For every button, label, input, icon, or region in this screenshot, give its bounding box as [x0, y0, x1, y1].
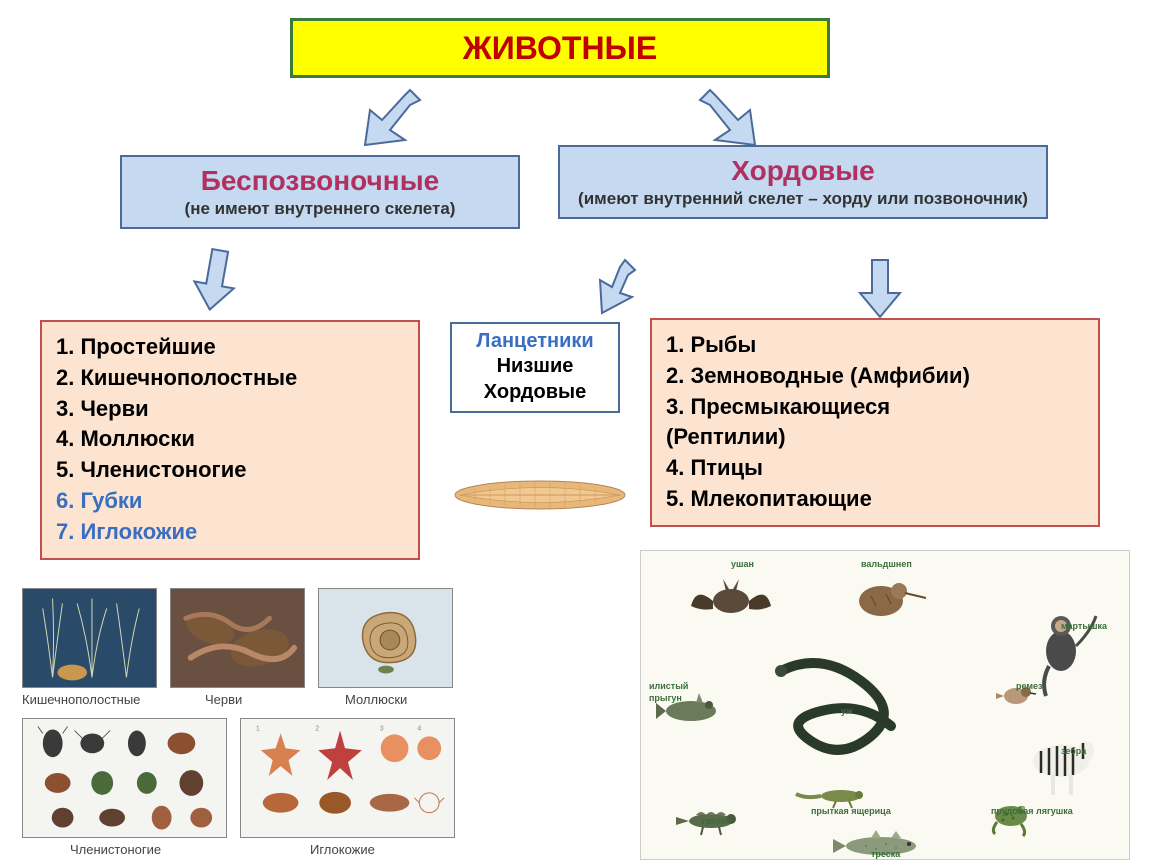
- title-text: ЖИВОТНЫЕ: [463, 30, 657, 67]
- image-mollusks: [318, 588, 453, 688]
- image-worms: [170, 588, 305, 688]
- lancet-box: Ланцетники Низшие Хордовые: [450, 322, 620, 413]
- vertebrate-item-5: 5. Млекопитающие: [666, 484, 1084, 515]
- invertebrate-item-6: 7. Иглокожие: [56, 517, 404, 548]
- title-box: ЖИВОТНЫЕ: [290, 18, 830, 78]
- lancet-line2: Хордовые: [460, 379, 610, 405]
- svg-text:3: 3: [380, 725, 384, 732]
- lancet-illustration: [445, 470, 635, 520]
- animal-label-0: ушан: [731, 559, 754, 569]
- animal-label-3: илистый: [649, 681, 688, 691]
- image-echinoderms: 1 2 3 4: [240, 718, 455, 838]
- label-mollusks: Моллюски: [345, 692, 407, 707]
- label-arthropods: Членистоногие: [70, 842, 161, 857]
- vertebrates-list-box: 1. Рыбы2. Земноводные (Амфибии)3. Пресмы…: [650, 318, 1100, 527]
- invertebrate-item-1: 2. Кишечнополостные: [56, 363, 404, 394]
- invertebrates-header: Беспозвоночные: [138, 165, 502, 197]
- label-worms: Черви: [205, 692, 242, 707]
- arrow-chord-left: [590, 255, 650, 320]
- invertebrate-item-2: 3. Черви: [56, 394, 404, 425]
- animal-label-7: ремез: [1016, 681, 1043, 691]
- vertebrate-item-4: 4. Птицы: [666, 453, 1084, 484]
- invertebrates-list-box: 1. Простейшие2. Кишечнополостные3. Черви…: [40, 320, 420, 560]
- invertebrate-item-4: 5. Членистоногие: [56, 455, 404, 486]
- image-coelenterates: [22, 588, 157, 688]
- invertebrates-header-box: Беспозвоночные (не имеют внутреннего ске…: [120, 155, 520, 229]
- animal-label-2: мартышка: [1061, 621, 1107, 631]
- invertebrate-item-5: 6. Губки: [56, 486, 404, 517]
- animal-label-9: прыткая ящерица: [811, 806, 891, 816]
- vertebrates-illustration: ушан вальдшнеп мартышка илистый прыгун уж зебр…: [640, 550, 1130, 860]
- invertebrate-item-3: 4. Моллюски: [56, 424, 404, 455]
- chordates-header: Хордовые: [576, 155, 1030, 187]
- lancet-title: Ланцетники: [460, 330, 610, 353]
- animal-label-10: прудовая лягушка: [991, 806, 1073, 816]
- animal-label-4: прыгун: [649, 693, 682, 703]
- animal-label-11: треска: [871, 849, 900, 859]
- vertebrate-item-1: 2. Земноводные (Амфибии): [666, 361, 1084, 392]
- arrow-chord-right: [850, 255, 910, 320]
- invertebrates-subtitle: (не имеют внутреннего скелета): [138, 199, 502, 219]
- animal-label-1: вальдшнеп: [861, 559, 912, 569]
- label-coelenterates: Кишечнополостные: [22, 692, 140, 707]
- svg-text:4: 4: [417, 725, 421, 732]
- animal-label-6: зебра: [1061, 746, 1086, 756]
- animal-label-8: тритон: [701, 816, 732, 826]
- svg-text:1: 1: [256, 725, 260, 732]
- animal-label-5: уж: [841, 706, 853, 716]
- arrow-invert-down: [185, 245, 245, 315]
- chordates-header-box: Хордовые (имеют внутренний скелет – хорд…: [558, 145, 1048, 219]
- invertebrate-item-0: 1. Простейшие: [56, 332, 404, 363]
- arrow-title-left: [360, 85, 440, 155]
- vertebrate-item-0: 1. Рыбы: [666, 330, 1084, 361]
- chordates-subtitle: (имеют внутренний скелет – хорду или поз…: [576, 189, 1030, 209]
- vertebrate-item-2: 3. Пресмыкающиеся: [666, 392, 1084, 423]
- lancet-line1: Низшие: [460, 353, 610, 379]
- svg-text:2: 2: [315, 725, 319, 732]
- image-arthropods: [22, 718, 227, 838]
- vertebrate-item-3: (Рептилии): [666, 422, 1084, 453]
- label-echinoderms: Иглокожие: [310, 842, 375, 857]
